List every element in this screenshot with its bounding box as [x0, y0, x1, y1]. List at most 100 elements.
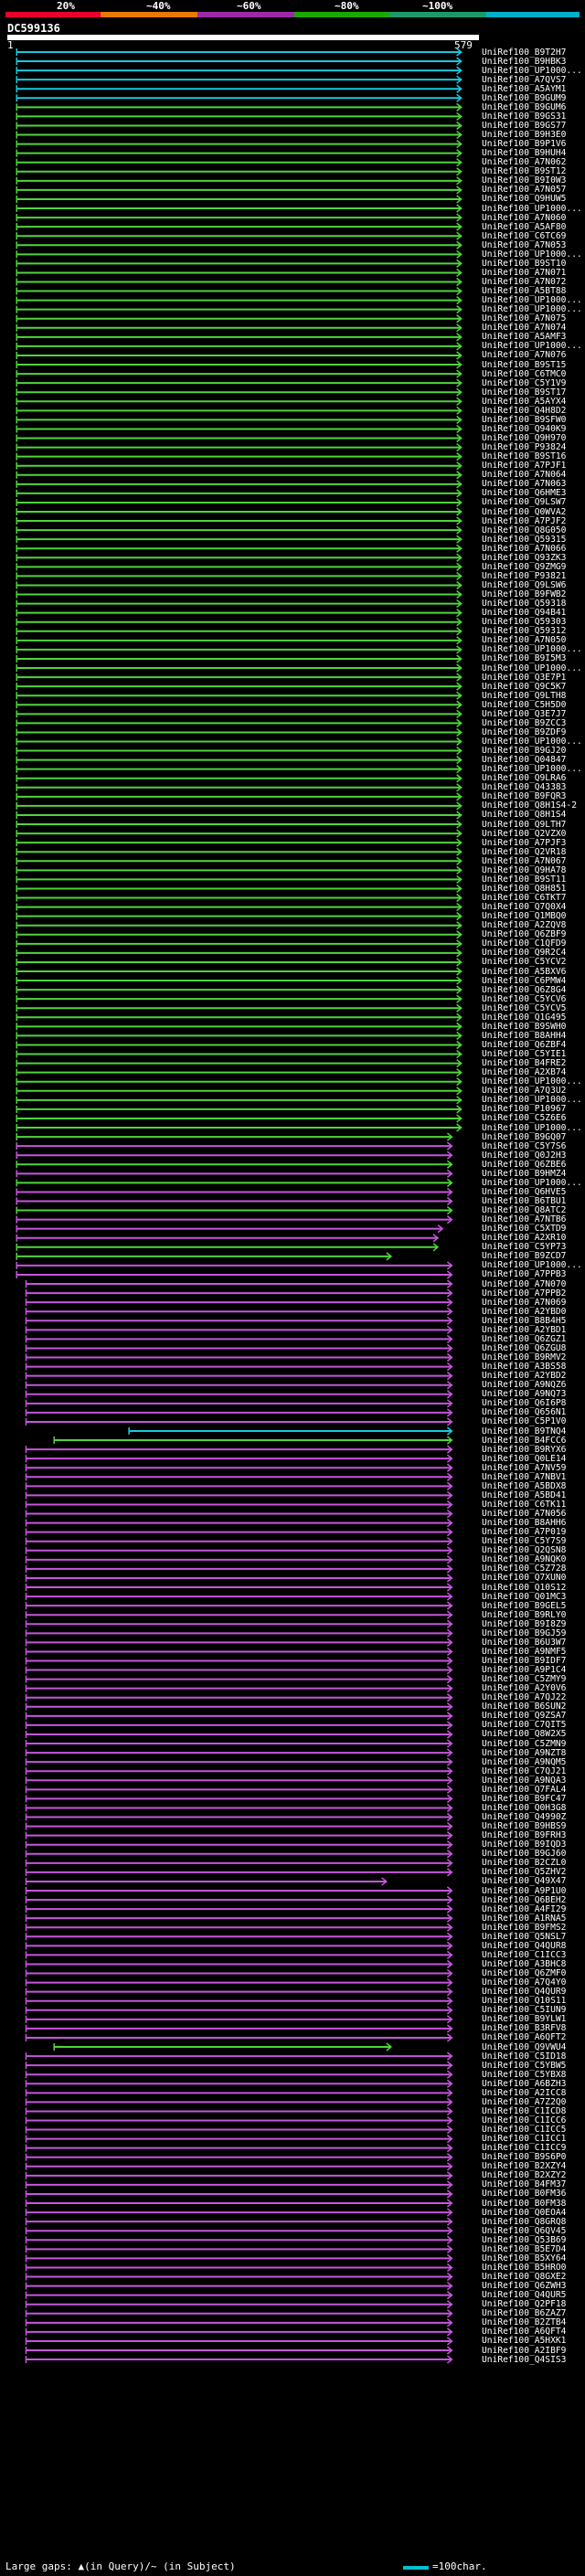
hit-link[interactable]: UniRef100_Q93ZK3 — [482, 552, 567, 563]
hit-link[interactable]: UniRef100_Q43383 — [482, 782, 567, 793]
hit-link[interactable]: UniRef100_A7N070 — [482, 1278, 567, 1289]
hit-link[interactable]: UniRef100_Q8W2X5 — [482, 1729, 567, 1740]
hit-link[interactable]: UniRef100_C5ZMN9 — [482, 1738, 567, 1749]
hit-link[interactable]: UniRef100_A7N057 — [482, 185, 567, 196]
hit-link[interactable]: UniRef100_A7PJF2 — [482, 515, 567, 526]
hit-link[interactable]: UniRef100_C5Y1V9 — [482, 377, 567, 388]
hit-link[interactable]: UniRef100_A7Q3U2 — [482, 1086, 567, 1097]
hit-link[interactable]: UniRef100_Q1MBQ0 — [482, 911, 567, 922]
hit-link[interactable]: UniRef100_B9HBK3 — [482, 56, 567, 67]
hit-link[interactable]: UniRef100_B2XZY4 — [482, 2161, 567, 2172]
hit-link[interactable]: UniRef100_Q4H8D2 — [482, 405, 567, 416]
hit-link[interactable]: UniRef100_A7N075 — [482, 313, 567, 324]
hit-link[interactable]: UniRef100_UP1000... — [482, 644, 582, 655]
hit-link[interactable]: UniRef100_B5XY64 — [482, 2253, 567, 2263]
hit-link[interactable]: UniRef100_A2ZQV8 — [482, 920, 567, 931]
hit-link[interactable]: UniRef100_Q4QUR5 — [482, 2290, 567, 2301]
hit-link[interactable]: UniRef100_Q9R2C4 — [482, 948, 567, 959]
hit-link[interactable]: UniRef100_B9SFW0 — [482, 414, 567, 425]
hit-link[interactable]: UniRef100_B9ST12 — [482, 166, 567, 177]
hit-link[interactable]: UniRef100_Q0H3G8 — [482, 1802, 567, 1813]
hit-link[interactable]: UniRef100_Q7XUN0 — [482, 1573, 567, 1584]
hit-link[interactable]: UniRef100_Q4QUR8 — [482, 1940, 567, 1951]
hit-link[interactable]: UniRef100_Q6ZBF9 — [482, 929, 567, 940]
hit-link[interactable]: UniRef100_Q7Q0X4 — [482, 902, 567, 913]
hit-link[interactable]: UniRef100_C5H5D0 — [482, 699, 567, 710]
hit-link[interactable]: UniRef100_A7N060 — [482, 212, 567, 223]
hit-link[interactable]: UniRef100_C1ICC3 — [482, 1949, 567, 1960]
hit-link[interactable]: UniRef100_Q3E7J7 — [482, 708, 567, 719]
hit-link[interactable]: UniRef100_A7N056 — [482, 1509, 567, 1520]
hit-link[interactable]: UniRef100_Q8H1S4 — [482, 810, 567, 821]
hit-link[interactable]: UniRef100_Q6ZBE6 — [482, 1159, 567, 1170]
hit-link[interactable]: UniRef100_C5Z6E6 — [482, 1113, 567, 1124]
hit-link[interactable]: UniRef100_Q0WVA2 — [482, 506, 567, 517]
hit-link[interactable]: UniRef100_B9ZDF9 — [482, 726, 567, 737]
hit-link[interactable]: UniRef100_A5BXV6 — [482, 966, 567, 977]
hit-link[interactable]: UniRef100_C5Z728 — [482, 1564, 567, 1574]
hit-link[interactable]: UniRef100_B4FRE2 — [482, 1058, 567, 1069]
hit-link[interactable]: UniRef100_Q1G495 — [482, 1012, 567, 1023]
hit-link[interactable]: UniRef100_B9HBS9 — [482, 1821, 567, 1832]
hit-link[interactable]: UniRef100_B9GS31 — [482, 111, 567, 122]
hit-link[interactable]: UniRef100_B6ZAZ7 — [482, 2308, 567, 2319]
hit-link[interactable]: UniRef100_A2ICC8 — [482, 2087, 567, 2098]
hit-link[interactable]: UniRef100_UP1000... — [482, 1076, 582, 1087]
hit-link[interactable]: UniRef100_A6QFT2 — [482, 2032, 567, 2043]
hit-link[interactable]: UniRef100_B9GQ07 — [482, 1131, 567, 1142]
hit-link[interactable]: UniRef100_Q6ZWH3 — [482, 2281, 567, 2292]
hit-link[interactable]: UniRef100_A9NMF5 — [482, 1646, 567, 1657]
hit-link[interactable]: UniRef100_C1ICC5 — [482, 2125, 567, 2136]
hit-link[interactable]: UniRef100_B9RYX6 — [482, 1444, 567, 1455]
hit-link[interactable]: UniRef100_C1ICD8 — [482, 2105, 567, 2116]
hit-link[interactable]: UniRef100_Q4990Z — [482, 1812, 567, 1823]
hit-link[interactable]: UniRef100_A7N053 — [482, 239, 567, 250]
hit-link[interactable]: UniRef100_C6TC69 — [482, 230, 567, 241]
hit-link[interactable]: UniRef100_B9ST11 — [482, 874, 567, 885]
hit-link[interactable]: UniRef100_Q9HA78 — [482, 864, 567, 875]
hit-link[interactable]: UniRef100_Q10S11 — [482, 1996, 567, 2007]
hit-link[interactable]: UniRef100_A7Q4Y0 — [482, 1977, 567, 1988]
hit-link[interactable]: UniRef100_A7PPB2 — [482, 1288, 567, 1299]
hit-link[interactable]: UniRef100_A9NQM5 — [482, 1756, 567, 1767]
hit-link[interactable]: UniRef100_Q8ATC2 — [482, 1205, 567, 1216]
hit-link[interactable]: UniRef100_A7QVS7 — [482, 74, 567, 85]
hit-link[interactable]: UniRef100_A5BD41 — [482, 1489, 567, 1500]
hit-link[interactable]: UniRef100_B4FM37 — [482, 2179, 567, 2190]
hit-link[interactable]: UniRef100_A7N071 — [482, 267, 567, 278]
hit-link[interactable]: UniRef100_B4FCC6 — [482, 1435, 567, 1446]
hit-link[interactable]: UniRef100_B9IQD3 — [482, 1839, 567, 1850]
hit-link[interactable]: UniRef100_B8AHH6 — [482, 1518, 567, 1529]
hit-link[interactable]: UniRef100_Q8G050 — [482, 525, 567, 535]
hit-link[interactable]: UniRef100_A5BT88 — [482, 286, 567, 297]
hit-link[interactable]: UniRef100_Q01MC3 — [482, 1591, 567, 1602]
hit-link[interactable]: UniRef100_A2XB74 — [482, 1067, 567, 1078]
hit-link[interactable]: UniRef100_Q2QSN8 — [482, 1545, 567, 1556]
hit-link[interactable]: UniRef100_C6TMC0 — [482, 368, 567, 379]
hit-link[interactable]: UniRef100_B9GJ60 — [482, 1849, 567, 1860]
hit-link[interactable]: UniRef100_A7N066 — [482, 543, 567, 554]
hit-link[interactable]: UniRef100_A9NQA3 — [482, 1775, 567, 1786]
hit-link[interactable]: UniRef100_B9S6P0 — [482, 2152, 567, 2163]
hit-link[interactable]: UniRef100_B9RMV2 — [482, 1352, 567, 1363]
hit-link[interactable]: UniRef100_UP1000... — [482, 1260, 582, 1271]
hit-link[interactable]: UniRef100_B2CZL0 — [482, 1858, 567, 1869]
hit-link[interactable]: UniRef100_Q8H1S4-2 — [482, 800, 577, 811]
hit-link[interactable]: UniRef100_Q6HME3 — [482, 488, 567, 499]
hit-link[interactable]: UniRef100_Q9C5K7 — [482, 681, 567, 692]
hit-link[interactable]: UniRef100_A7PJF1 — [482, 461, 567, 472]
hit-link[interactable]: UniRef100_Q8H851 — [482, 883, 567, 894]
hit-link[interactable]: UniRef100_Q9LSW6 — [482, 579, 567, 590]
hit-link[interactable]: UniRef100_A2YBD0 — [482, 1306, 567, 1317]
hit-link[interactable]: UniRef100_P93824 — [482, 442, 567, 453]
hit-link[interactable]: UniRef100_B6U3W7 — [482, 1637, 567, 1648]
hit-link[interactable]: UniRef100_Q04847 — [482, 755, 567, 766]
hit-link[interactable]: UniRef100_Q8GRQ8 — [482, 2216, 567, 2227]
hit-link[interactable]: UniRef100_Q59312 — [482, 626, 567, 637]
hit-link[interactable]: UniRef100_C5Y7S6 — [482, 1140, 567, 1151]
hit-link[interactable]: UniRef100_B9I5M3 — [482, 653, 567, 664]
hit-link[interactable]: UniRef100_C1ICC6 — [482, 2115, 567, 2125]
hit-link[interactable]: UniRef100_B5HRO0 — [482, 2262, 567, 2273]
hit-link[interactable]: UniRef100_A2YBD1 — [482, 1324, 567, 1335]
hit-link[interactable]: UniRef100_B9P1V6 — [482, 139, 567, 150]
